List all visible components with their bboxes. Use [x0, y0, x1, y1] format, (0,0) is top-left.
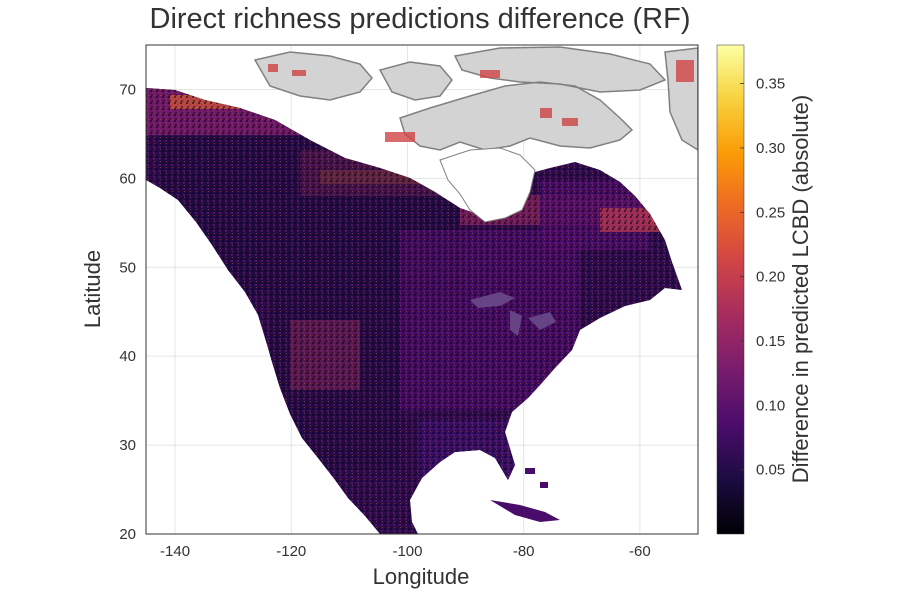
y-tick-label: 60 — [119, 170, 136, 187]
caribbean-islands — [490, 468, 560, 522]
x-tick-label: -120 — [276, 543, 306, 560]
colorbar-tick-label: 0.15 — [756, 333, 785, 350]
y-tick-label: 70 — [119, 81, 136, 98]
y-axis-ticks: 70 60 50 40 30 20 — [119, 81, 136, 543]
great-lakes — [470, 292, 556, 336]
y-tick-label: 30 — [119, 437, 136, 454]
x-axis-ticks: -140 -120 -100 -80 -60 — [160, 543, 651, 560]
colorbar-tick-label: 0.25 — [756, 204, 785, 221]
x-tick-label: -140 — [160, 543, 190, 560]
colorbar-tick-label: 0.30 — [756, 140, 785, 157]
y-tick-label: 50 — [119, 259, 136, 276]
colorbar-tick-label: 0.20 — [756, 269, 785, 286]
colorbar-tick-label: 0.35 — [756, 76, 785, 93]
arctic-speckles — [268, 60, 694, 142]
x-tick-label: -60 — [629, 543, 651, 560]
colorbar-tick-label: 0.05 — [756, 462, 785, 479]
chart-title: Direct richness predictions difference (… — [150, 3, 691, 35]
colorbar — [716, 44, 745, 535]
plot-frame — [145, 44, 699, 535]
colorbar-ticks: 0.35 0.30 0.25 0.20 0.15 0.10 0.05 — [740, 76, 785, 479]
y-tick-label: 20 — [119, 526, 136, 543]
colorbar-label: Difference in predicted LCBD (absolute) — [788, 95, 813, 483]
arctic-islands-nodata — [253, 46, 698, 151]
y-axis-label: Latitude — [80, 250, 105, 328]
x-tick-label: -80 — [513, 543, 535, 560]
x-axis-label: Longitude — [373, 564, 470, 589]
x-tick-label: -100 — [392, 543, 422, 560]
y-tick-label: 40 — [119, 348, 136, 365]
hudson-bay — [439, 147, 536, 223]
colorbar-tick-label: 0.10 — [756, 397, 785, 414]
